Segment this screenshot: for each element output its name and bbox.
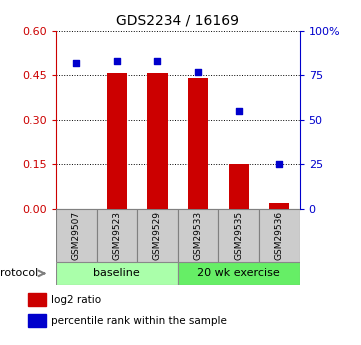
Text: GSM29507: GSM29507 <box>72 211 81 260</box>
Text: GSM29536: GSM29536 <box>275 211 284 260</box>
Bar <box>28 293 45 306</box>
FancyBboxPatch shape <box>97 209 137 262</box>
Bar <box>229 164 249 209</box>
Text: GSM29523: GSM29523 <box>112 211 121 260</box>
Point <box>236 108 242 114</box>
FancyBboxPatch shape <box>56 209 97 262</box>
FancyBboxPatch shape <box>137 209 178 262</box>
Bar <box>188 78 208 209</box>
Text: GSM29533: GSM29533 <box>193 211 203 260</box>
Point <box>114 59 120 64</box>
FancyBboxPatch shape <box>178 209 218 262</box>
Bar <box>28 314 45 327</box>
Text: protocol: protocol <box>0 268 38 278</box>
FancyBboxPatch shape <box>218 209 259 262</box>
Text: GSM29529: GSM29529 <box>153 211 162 260</box>
Point <box>277 161 282 167</box>
Text: GSM29535: GSM29535 <box>234 211 243 260</box>
Point <box>155 59 160 64</box>
Point <box>73 60 79 66</box>
Bar <box>147 72 168 209</box>
Text: log2 ratio: log2 ratio <box>51 295 101 305</box>
FancyBboxPatch shape <box>259 209 300 262</box>
FancyBboxPatch shape <box>56 262 178 285</box>
Text: 20 wk exercise: 20 wk exercise <box>197 268 280 278</box>
Bar <box>107 72 127 209</box>
FancyBboxPatch shape <box>178 262 300 285</box>
Text: baseline: baseline <box>93 268 140 278</box>
Text: percentile rank within the sample: percentile rank within the sample <box>51 316 226 326</box>
Title: GDS2234 / 16169: GDS2234 / 16169 <box>116 13 239 27</box>
Point <box>195 69 201 75</box>
Bar <box>269 203 290 209</box>
